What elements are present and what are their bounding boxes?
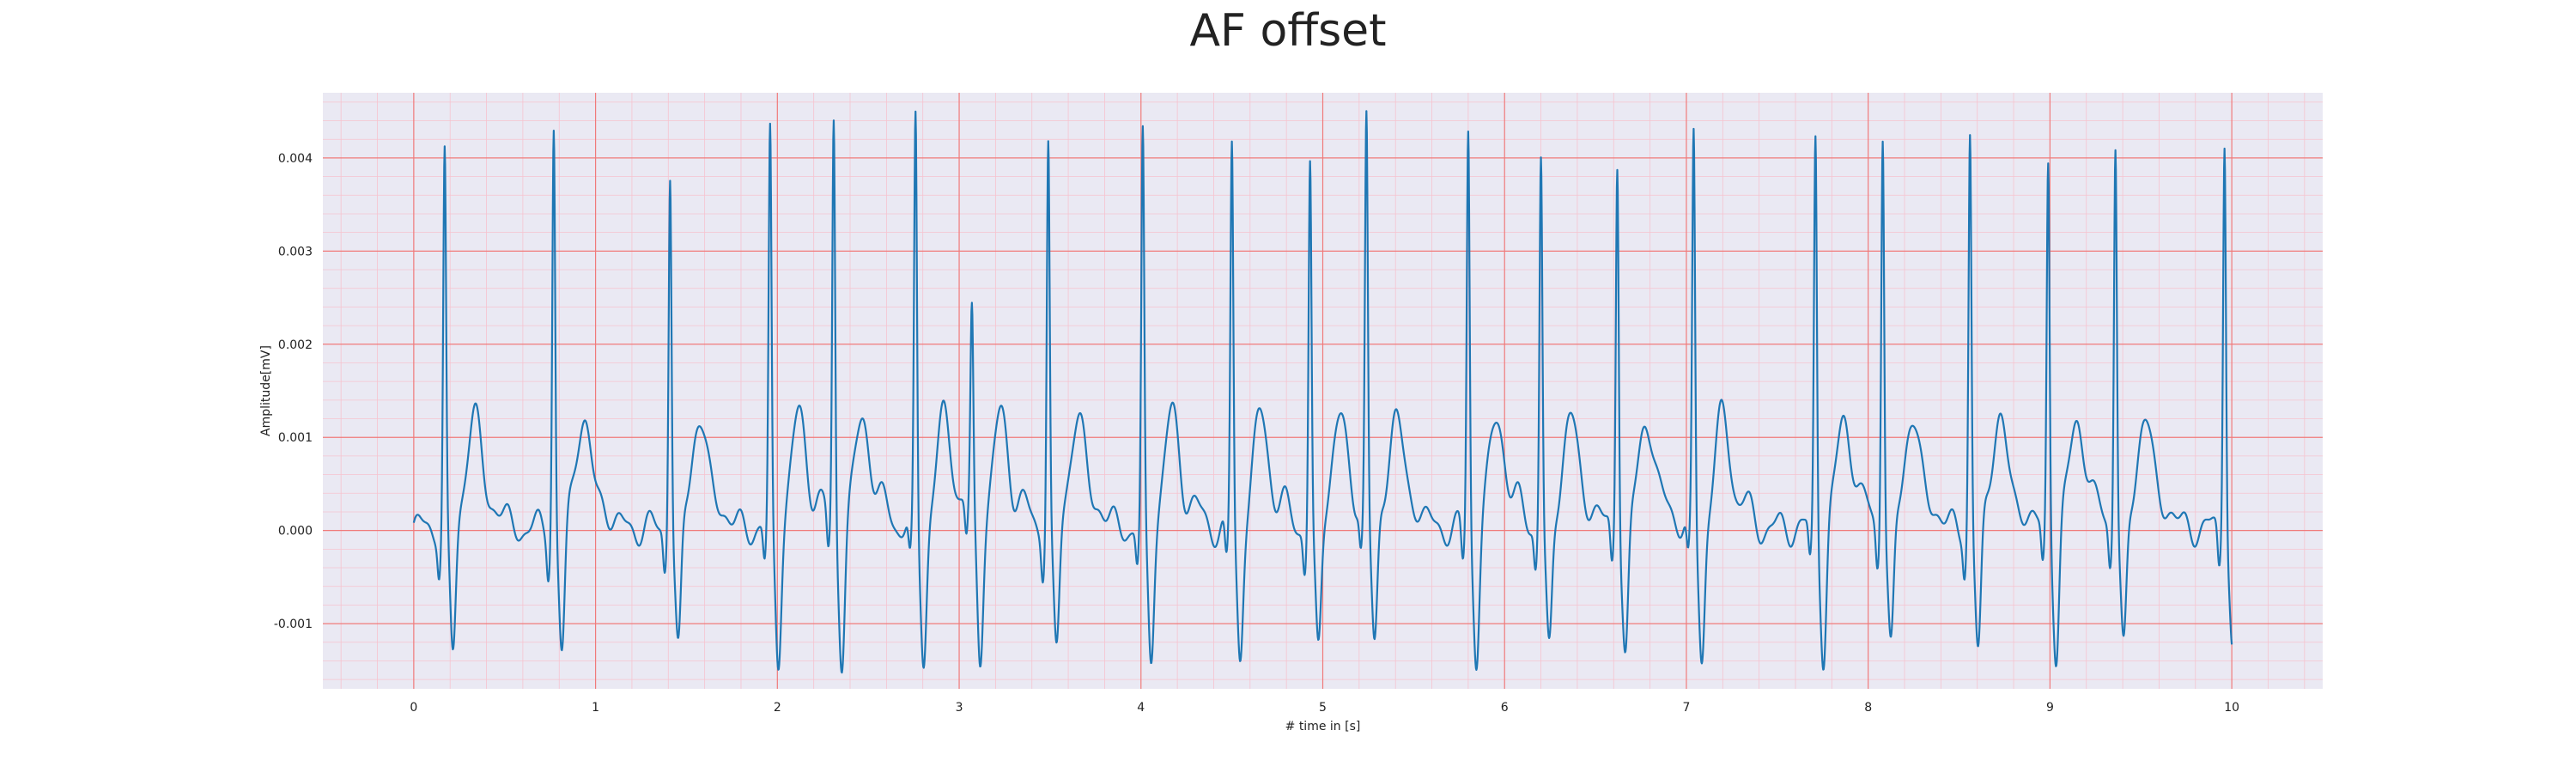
x-tick-label: 1 — [592, 701, 599, 715]
chart-title: AF offset — [1189, 5, 1387, 57]
x-tick-label: 7 — [1682, 701, 1690, 715]
y-tick-label: -0.001 — [274, 618, 313, 631]
y-tick-label: 0.004 — [278, 152, 313, 166]
series-line — [412, 110, 2233, 674]
x-axis-label: # time in [s] — [1285, 720, 1361, 733]
y-tick-label: 0.002 — [278, 338, 313, 352]
x-tick-label: 0 — [410, 701, 417, 715]
y-tick-label: 0.000 — [278, 525, 313, 539]
x-tick-label: 5 — [1319, 701, 1327, 715]
x-tick-label: 10 — [2224, 701, 2239, 715]
y-tick-label: 0.001 — [278, 431, 313, 445]
series-group — [412, 110, 2233, 674]
x-tick-label: 3 — [956, 701, 963, 715]
x-tick-label: 8 — [1864, 701, 1872, 715]
x-tick-label: 4 — [1137, 701, 1145, 715]
x-tick-labels: 0 1 2 3 4 5 6 7 8 9 10 — [410, 701, 2239, 715]
y-axis-label: Amplitude[mV] — [259, 345, 273, 436]
y-tick-label: 0.003 — [278, 245, 313, 259]
x-tick-label: 2 — [774, 701, 781, 715]
y-tick-labels: -0.001 0.000 0.001 0.002 0.003 0.004 — [274, 152, 313, 631]
x-tick-label: 6 — [1501, 701, 1509, 715]
major-grid — [323, 93, 2323, 689]
x-tick-label: 9 — [2046, 701, 2054, 715]
